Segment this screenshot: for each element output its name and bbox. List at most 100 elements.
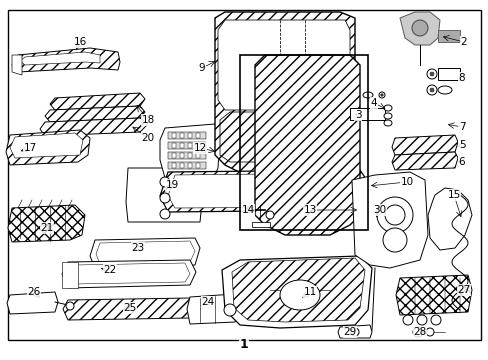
- Ellipse shape: [384, 205, 404, 225]
- Polygon shape: [427, 188, 471, 250]
- Bar: [172, 133, 176, 138]
- Bar: [187, 143, 192, 148]
- Text: 16: 16: [73, 37, 86, 47]
- Bar: [180, 133, 183, 138]
- Bar: [168, 162, 205, 169]
- Ellipse shape: [378, 92, 384, 98]
- Text: 30: 30: [373, 205, 386, 215]
- Text: 17: 17: [23, 143, 37, 153]
- Text: 7: 7: [458, 122, 465, 132]
- Text: 22: 22: [103, 265, 116, 275]
- Polygon shape: [391, 135, 457, 155]
- Polygon shape: [215, 12, 354, 175]
- Ellipse shape: [383, 120, 391, 126]
- Text: 23: 23: [131, 243, 144, 253]
- Bar: [180, 153, 183, 158]
- Ellipse shape: [412, 327, 422, 337]
- Text: 6: 6: [458, 157, 465, 167]
- Text: 10: 10: [400, 177, 413, 187]
- Ellipse shape: [350, 328, 358, 336]
- Bar: [168, 132, 205, 139]
- Bar: [168, 142, 205, 149]
- Bar: [172, 163, 176, 168]
- Polygon shape: [337, 325, 371, 338]
- Polygon shape: [45, 106, 145, 122]
- Text: 13: 13: [303, 205, 316, 215]
- Ellipse shape: [362, 92, 372, 98]
- Polygon shape: [218, 20, 349, 110]
- Text: 24: 24: [201, 297, 214, 307]
- Text: 2: 2: [460, 37, 467, 47]
- Text: 21: 21: [41, 223, 54, 233]
- Polygon shape: [96, 241, 195, 264]
- Bar: [349, 108, 384, 120]
- Bar: [172, 153, 176, 158]
- Text: 28: 28: [412, 327, 426, 337]
- Ellipse shape: [382, 228, 406, 252]
- Ellipse shape: [160, 177, 170, 187]
- Text: 11: 11: [303, 287, 316, 297]
- Bar: [172, 143, 176, 148]
- Ellipse shape: [383, 113, 391, 119]
- Bar: [196, 163, 200, 168]
- Text: 12: 12: [193, 143, 206, 153]
- Bar: [437, 30, 459, 42]
- Polygon shape: [63, 298, 195, 320]
- Polygon shape: [70, 263, 190, 284]
- Ellipse shape: [265, 211, 273, 219]
- Ellipse shape: [429, 72, 433, 76]
- Ellipse shape: [383, 105, 391, 111]
- Ellipse shape: [425, 328, 433, 336]
- Polygon shape: [186, 294, 238, 324]
- Text: 8: 8: [458, 73, 465, 83]
- Ellipse shape: [416, 315, 426, 325]
- Polygon shape: [7, 292, 58, 314]
- Text: 26: 26: [27, 287, 41, 297]
- Text: 9: 9: [198, 63, 205, 73]
- Polygon shape: [8, 205, 85, 242]
- Ellipse shape: [380, 94, 383, 96]
- Text: 27: 27: [456, 285, 469, 295]
- Ellipse shape: [426, 85, 436, 95]
- Text: 3: 3: [354, 110, 361, 120]
- Text: 18: 18: [141, 115, 154, 125]
- Polygon shape: [20, 52, 100, 65]
- Bar: [180, 163, 183, 168]
- Bar: [196, 143, 200, 148]
- Text: 4: 4: [370, 98, 377, 108]
- Polygon shape: [12, 55, 22, 75]
- Polygon shape: [395, 275, 471, 315]
- Bar: [187, 163, 192, 168]
- Polygon shape: [391, 152, 457, 170]
- Polygon shape: [222, 256, 371, 328]
- Ellipse shape: [430, 315, 440, 325]
- Text: 19: 19: [165, 180, 178, 190]
- Polygon shape: [254, 55, 359, 235]
- Polygon shape: [126, 168, 202, 222]
- Ellipse shape: [402, 315, 412, 325]
- Polygon shape: [90, 238, 200, 268]
- Polygon shape: [50, 93, 145, 110]
- Text: 25: 25: [123, 303, 136, 313]
- Ellipse shape: [224, 304, 236, 316]
- Ellipse shape: [426, 69, 436, 79]
- Bar: [187, 153, 192, 158]
- Ellipse shape: [437, 86, 451, 94]
- Polygon shape: [231, 258, 364, 322]
- Bar: [240, 55, 367, 230]
- Polygon shape: [160, 170, 367, 212]
- Polygon shape: [399, 12, 439, 45]
- Ellipse shape: [160, 209, 170, 219]
- Polygon shape: [62, 260, 196, 288]
- Bar: [180, 143, 183, 148]
- Ellipse shape: [280, 280, 319, 310]
- Bar: [196, 153, 200, 158]
- Text: 14: 14: [241, 205, 254, 215]
- Bar: [437, 68, 459, 80]
- Polygon shape: [168, 173, 361, 208]
- Polygon shape: [62, 262, 78, 288]
- Polygon shape: [40, 118, 148, 136]
- Polygon shape: [6, 130, 90, 165]
- Ellipse shape: [411, 20, 427, 36]
- Text: 29: 29: [343, 327, 356, 337]
